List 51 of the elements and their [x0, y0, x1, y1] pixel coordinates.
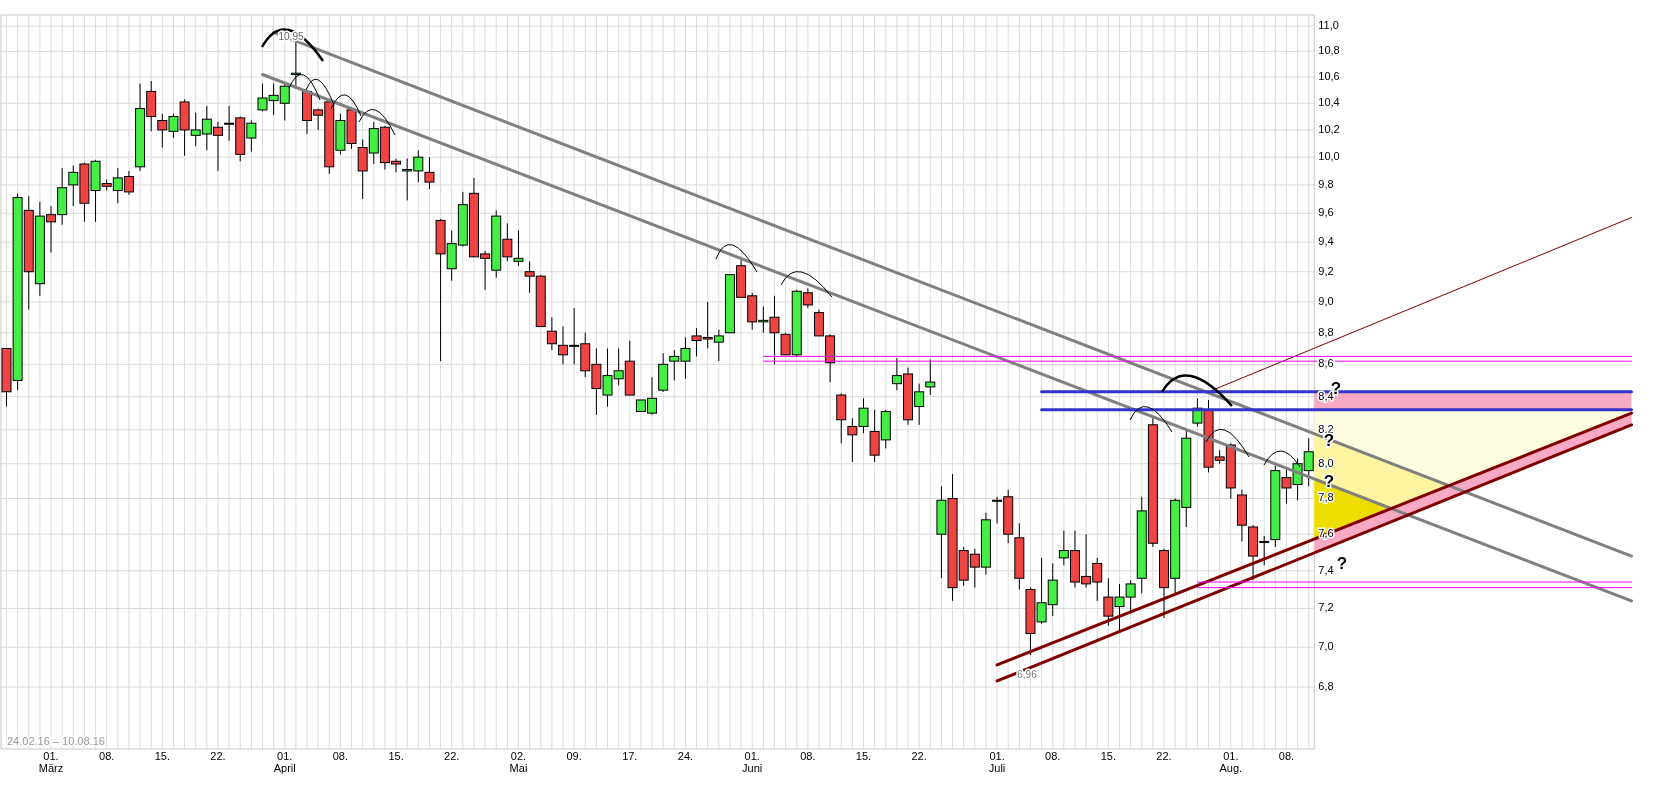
- annotation: 10,95: [278, 31, 304, 42]
- x-tick-label: 22.: [444, 750, 460, 762]
- y-tick-label: 11,0: [1318, 19, 1339, 32]
- y-tick-label: 6,8: [1318, 679, 1334, 692]
- y-tick-label: 9,8: [1318, 177, 1334, 190]
- y-tick-label: 10,2: [1318, 122, 1340, 135]
- x-tick-label: 08.: [800, 750, 816, 762]
- x-tick-label: 09.: [566, 750, 582, 762]
- x-tick-label: 17.: [622, 750, 638, 762]
- x-tick-label: 01. Aug.: [1219, 750, 1243, 774]
- x-tick-label: 01. Juli: [988, 750, 1006, 774]
- x-tick-label: 08.: [1278, 750, 1295, 762]
- x-tick-label: 15.: [1100, 750, 1117, 762]
- x-tick-label: 22.: [210, 750, 226, 762]
- annotation: ?: [1336, 554, 1348, 573]
- y-tick-label: 9,2: [1318, 264, 1334, 277]
- x-tick-label: 22.: [911, 750, 927, 762]
- y-tick-label: 9,6: [1318, 206, 1334, 219]
- x-tick-label: 15.: [388, 750, 404, 762]
- y-tick-label: 7,4: [1318, 563, 1334, 576]
- x-tick-label: 22.: [1156, 750, 1172, 762]
- annotation: ?: [1323, 472, 1335, 491]
- candlestick: [424, 156, 435, 190]
- y-tick-label: 10,0: [1318, 150, 1340, 163]
- y-tick-label: 8,8: [1318, 325, 1334, 338]
- y-tick-label: 7,0: [1318, 640, 1334, 653]
- y-tick-label: 8,2: [1318, 422, 1334, 435]
- x-tick-label: 08.: [1045, 750, 1061, 762]
- x-tick-label: 08.: [332, 750, 349, 762]
- candlestick: [546, 316, 557, 351]
- x-tick-label: 15.: [855, 750, 872, 762]
- x-tick-label: 24.: [677, 750, 694, 762]
- y-tick-label: 7,2: [1318, 601, 1334, 614]
- candlestick: [513, 230, 524, 267]
- x-tick-label: 15.: [154, 750, 170, 762]
- y-tick-label: 10,8: [1318, 44, 1340, 57]
- x-tick-label: 08.: [99, 750, 115, 762]
- x-tick-label: 01. April: [273, 750, 296, 774]
- y-tick-label: 9,0: [1318, 294, 1334, 307]
- x-tick-label: 02. Mai: [509, 750, 528, 774]
- annotation: 6,96: [1017, 669, 1038, 680]
- y-tick-label: 7,6: [1318, 527, 1334, 540]
- candlestick: [925, 359, 936, 396]
- y-tick-label: 7,8: [1318, 491, 1334, 504]
- y-tick-label: 10,4: [1318, 96, 1340, 109]
- x-tick-label: 01. März: [38, 750, 64, 774]
- annotation: 24.02.16 – 10.08.16: [7, 735, 105, 747]
- y-tick-label: 8,0: [1318, 456, 1334, 469]
- y-tick-label: 10,6: [1318, 69, 1340, 82]
- y-tick-label: 9,4: [1318, 235, 1334, 248]
- x-tick-label: 01. Juni: [742, 750, 763, 774]
